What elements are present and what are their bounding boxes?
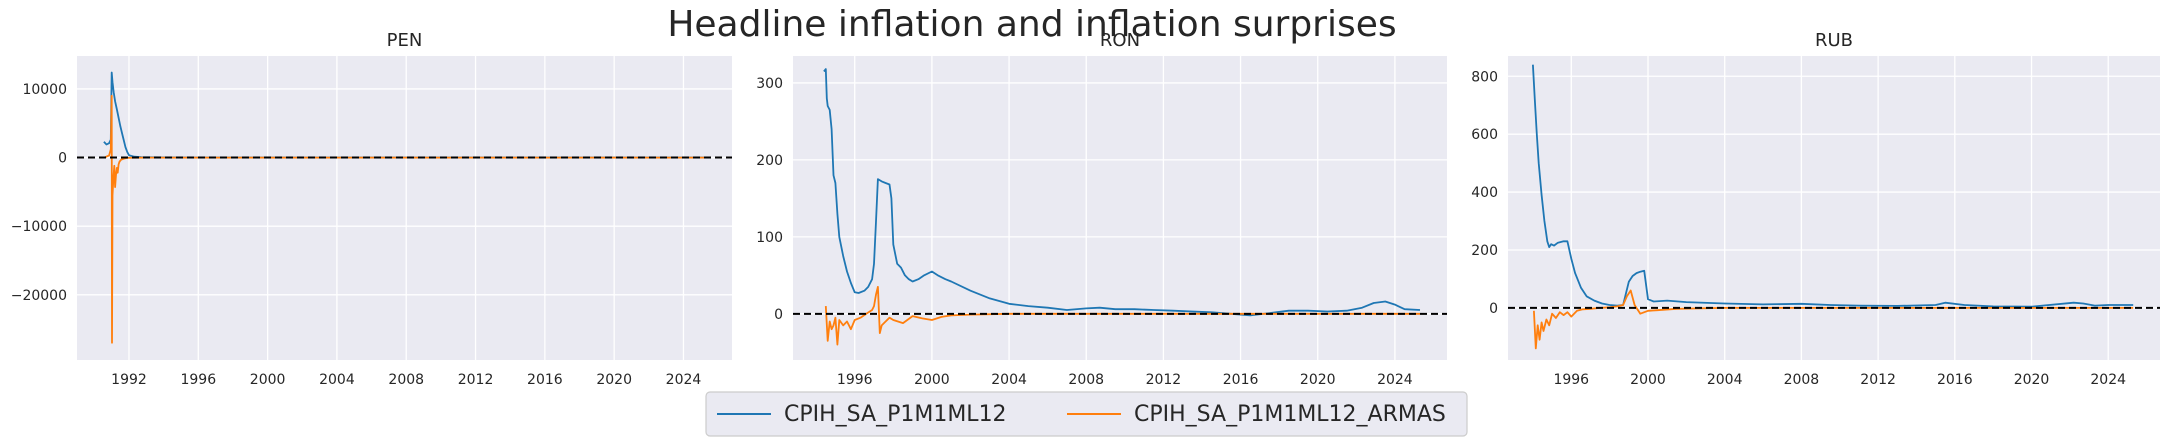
y-tick-label: −10000 [11,219,67,235]
y-tick-label: 0 [774,307,783,323]
x-tick-label: 2016 [527,372,563,388]
y-tick-label: 100 [756,230,783,246]
x-tick-label: 2000 [914,372,950,388]
x-tick-label: 2016 [1223,372,1259,388]
y-tick-label: 200 [1471,243,1498,259]
x-tick-label: 2000 [250,372,286,388]
plot-area [77,56,732,360]
y-tick-label: 800 [1471,69,1498,85]
x-tick-label: 2020 [2014,372,2050,388]
legend-label-series-1: CPIH_SA_P1M1ML12 [784,402,1007,427]
y-tick-label: 600 [1471,127,1498,143]
x-tick-label: 2008 [388,372,424,388]
panel-title: RON [1100,30,1140,51]
x-tick-label: 2008 [1784,372,1820,388]
x-tick-label: 1992 [111,372,147,388]
x-tick-label: 2012 [1146,372,1182,388]
x-tick-label: 2012 [1860,372,1896,388]
y-tick-label: 10000 [22,82,67,98]
x-tick-label: 1996 [180,372,216,388]
panel-title: RUB [1815,30,1853,51]
y-tick-label: 200 [756,153,783,169]
legend-label-series-2: CPIH_SA_P1M1ML12_ARMAS [1134,402,1446,427]
panel-pen: 1992 1996 2000 2004 2008 2012 2016 2020 2024 1000… [11,30,732,388]
panel-rub: 1996 2000 2004 2008 2012 2016 2020 202480060040… [1471,30,2160,388]
x-tick-label: 2000 [1630,372,1666,388]
figure-title: Headline inflation and inflation surpris… [667,4,1396,45]
x-tick-label: 2024 [666,372,702,388]
x-tick-label: 2008 [1068,372,1104,388]
series-line-2 [824,285,1420,346]
y-tick-label: 0 [58,151,67,167]
series-line-1 [1532,64,2134,308]
chart-panels: 1992 1996 2000 2004 2008 2012 2016 2020 20241000… [11,30,2160,388]
x-tick-label: 2020 [596,372,632,388]
plot-area [1508,56,2160,360]
x-tick-label: 1996 [1553,372,1589,388]
y-tick-label: −20000 [11,288,67,304]
legend: CPIH_SA_P1M1ML12 CPIH_SA_P1M1ML12_ARMAS [705,391,1468,437]
x-tick-label: 2024 [2090,372,2126,388]
x-tick-label: 2004 [319,372,355,388]
x-tick-label: 2020 [1300,372,1336,388]
y-tick-label: 400 [1471,185,1498,201]
x-tick-label: 2012 [458,372,494,388]
panel-ron: 1996 2000 2004 2008 2012 2016 2020 2024 300 200 10… [756,30,1447,388]
x-tick-label: 2004 [991,372,1027,388]
x-tick-label: 2024 [1377,372,1413,388]
series-line-2 [1533,289,2134,350]
x-tick-label: 2004 [1707,372,1743,388]
panel-title: PEN [387,30,423,51]
y-tick-label: 0 [1489,301,1498,317]
y-tick-label: 300 [756,76,783,92]
x-tick-label: 2016 [1937,372,1973,388]
x-tick-label: 1996 [837,372,873,388]
